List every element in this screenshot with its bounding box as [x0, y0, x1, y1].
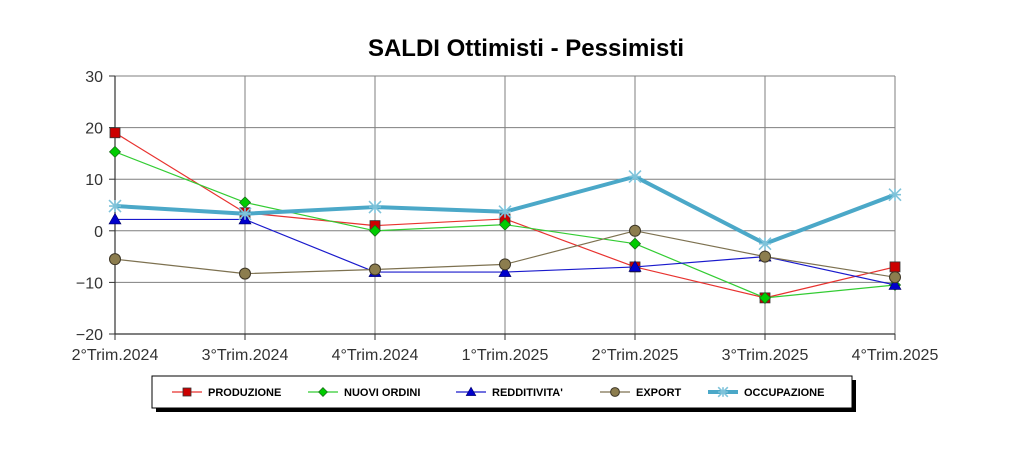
legend-label: PRODUZIONE — [208, 387, 281, 399]
legend-item-nuovi-ordini: NUOVI ORDINI — [308, 387, 420, 399]
y-tick-label: 0 — [94, 224, 103, 241]
point-nuovi-ordini — [758, 291, 772, 304]
legend-swatch-marker — [465, 386, 477, 396]
point-nuovi-ordini — [238, 196, 252, 209]
point-export — [759, 250, 771, 263]
point-occupazione — [628, 170, 642, 184]
x-tick-label: 4°Trim.2024 — [332, 347, 419, 364]
legend-swatch-marker — [717, 386, 729, 398]
point-redditivita — [628, 260, 642, 272]
point-redditivita — [108, 212, 122, 225]
x-tick-label: 3°Trim.2024 — [202, 347, 289, 364]
legend-item-produzione: PRODUZIONE — [172, 387, 281, 399]
point-redditivita — [498, 265, 512, 277]
point-produzione — [889, 261, 901, 273]
legend-label: REDDITIVITA' — [492, 387, 563, 399]
legend-swatch-marker — [318, 387, 328, 397]
point-export — [889, 271, 901, 284]
legend-item-occupazione: OCCUPAZIONE — [708, 386, 824, 399]
point-occupazione — [368, 200, 382, 214]
x-tick-label: 2°Trim.2025 — [592, 347, 679, 364]
point-nuovi-ordini — [628, 237, 642, 250]
point-occupazione — [758, 237, 772, 251]
point-export — [629, 224, 641, 237]
y-axis-ticks: 30 20 10 0 −10 −20 — [76, 69, 103, 344]
legend-label: OCCUPAZIONE — [744, 387, 824, 399]
x-tick-label: 4°Trim.2025 — [852, 347, 939, 364]
series-occupazione — [108, 170, 902, 251]
y-tick-label: 20 — [85, 121, 103, 138]
point-nuovi-ordini — [368, 224, 382, 237]
point-export — [239, 267, 251, 280]
point-occupazione — [238, 207, 252, 221]
legend-label: EXPORT — [636, 387, 682, 399]
point-export — [369, 263, 381, 276]
point-export — [109, 253, 121, 266]
legend: PRODUZIONE NUOVI ORDINI REDDITIVITA' EXPORT… — [151, 375, 856, 412]
y-tick-label: 10 — [85, 172, 103, 189]
point-export — [499, 258, 511, 271]
legend-label: NUOVI ORDINI — [344, 387, 420, 399]
point-occupazione — [498, 205, 512, 219]
chart-title: SALDI Ottimisti - Pessimisti — [368, 35, 684, 62]
point-occupazione — [888, 188, 902, 202]
x-tick-label: 3°Trim.2025 — [722, 347, 809, 364]
x-axis-ticks: 2°Trim.2024 3°Trim.2024 4°Trim.2024 1°Trim.… — [72, 347, 939, 364]
y-tick-label: −20 — [76, 327, 103, 344]
x-tick-label: 1°Trim.2025 — [462, 347, 549, 364]
series-export — [109, 224, 901, 284]
point-occupazione — [108, 199, 122, 213]
series-nuovi-ordini — [108, 145, 902, 304]
point-nuovi-ordini — [108, 145, 122, 158]
legend-swatch-marker — [182, 387, 192, 397]
point-produzione — [109, 127, 121, 139]
x-tick-label: 2°Trim.2024 — [72, 347, 159, 364]
series-group — [108, 127, 902, 304]
legend-item-redditivita: REDDITIVITA' — [456, 386, 563, 399]
legend-swatch-marker — [610, 387, 620, 397]
point-redditivita — [888, 278, 902, 290]
y-tick-label: 30 — [85, 69, 103, 86]
legend-item-export: EXPORT — [600, 387, 682, 399]
y-tick-label: −10 — [76, 275, 103, 292]
point-nuovi-ordini — [498, 218, 512, 231]
